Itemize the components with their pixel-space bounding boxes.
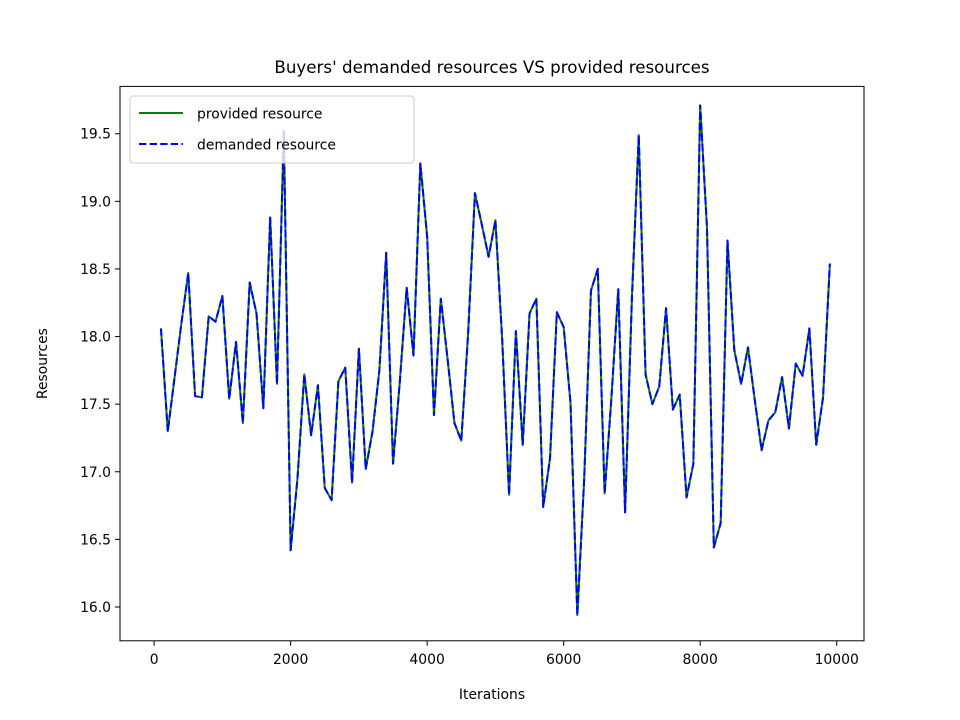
y-tick-label: 18.0 [80,330,111,346]
x-tick-label: 2000 [273,652,308,668]
y-axis-label: Resources [35,328,51,399]
legend-label-demanded: demanded resource [197,138,336,154]
y-tick-label: 16.5 [80,532,111,548]
plot-frame [119,85,865,642]
legend-box [129,95,415,164]
x-tick-label: 6000 [546,652,581,668]
x-tick-label: 0 [150,652,159,668]
x-tick-label: 4000 [409,652,444,668]
y-axis-ticks: 16.0 16.5 17.0 17.5 18.0 18.5 19.0 19.5 [80,127,120,616]
legend: provided resource demanded resource [129,95,415,164]
x-tick-label: 8000 [683,652,718,668]
y-tick-label: 17.0 [80,465,111,481]
y-tick-label: 16.0 [80,600,111,616]
chart-title: Buyers' demanded resources VS provided r… [274,57,709,77]
plot-area [120,86,864,641]
y-tick-label: 17.5 [80,397,111,413]
x-axis-ticks: 0 2000 4000 6000 8000 10000 [150,640,859,668]
plot-background [120,86,864,641]
legend-label-provided: provided resource [197,107,322,123]
y-tick-label: 18.5 [80,262,111,278]
x-tick-label: 10000 [815,652,859,668]
y-tick-label: 19.5 [80,127,111,143]
y-tick-label: 19.0 [80,194,111,210]
x-axis-label: Iterations [459,687,525,703]
series-line-demanded-resource [159,104,831,617]
series-layer [159,104,831,617]
